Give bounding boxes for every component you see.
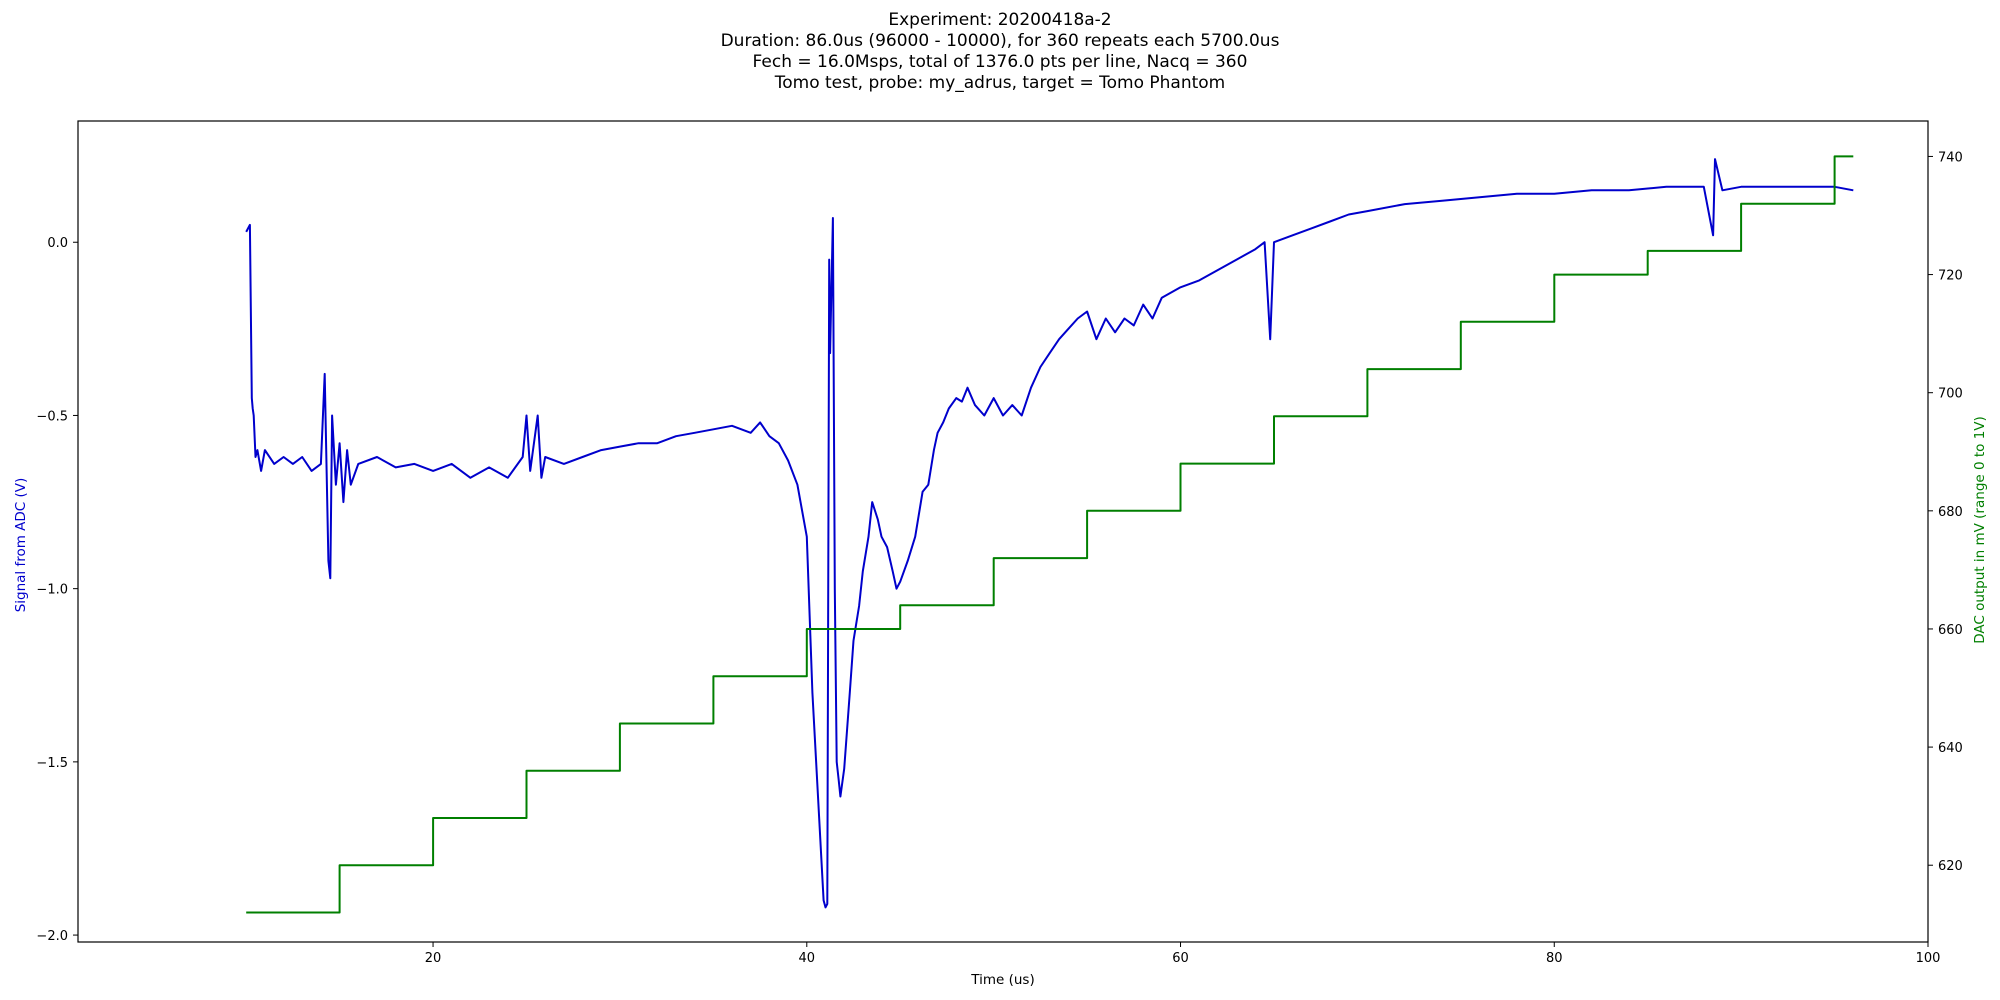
right-y-tick-label: 720 — [1938, 269, 1963, 284]
dac-output-series-line — [246, 155, 1854, 914]
left-y-axis-label: Signal from ADC (V) — [13, 478, 29, 613]
right-y-tick-label: 680 — [1938, 505, 1963, 520]
series-layer — [245, 155, 1854, 914]
right-y-tick-label: 740 — [1938, 150, 1963, 165]
left-y-axis-ticks: 0.0 −0.5 −1.0 −1.5 −2.0 — [36, 236, 78, 944]
left-y-tick-label: −2.0 — [36, 929, 68, 944]
plot-frame — [77, 120, 1929, 943]
x-tick-label: 20 — [425, 951, 442, 966]
chart-title-block: Experiment: 20200418a-2 Duration: 86.0us… — [0, 10, 2000, 94]
left-y-tick-label: −1.5 — [36, 756, 68, 771]
right-y-axis-ticks: 620 640 660 680 700 720 740 — [1928, 150, 1963, 874]
x-tick-label: 60 — [1172, 951, 1189, 966]
x-tick-label: 100 — [1916, 951, 1941, 966]
x-tick-label: 80 — [1546, 951, 1563, 966]
x-tick-label: 40 — [799, 951, 816, 966]
right-y-tick-label: 660 — [1938, 623, 1963, 638]
chart-title-line-4: Tomo test, probe: my_adrus, target = Tom… — [774, 73, 1226, 93]
right-y-axis-label: DAC output in mV (range 0 to 1V) — [1972, 416, 1988, 644]
left-y-tick-label: −1.0 — [36, 583, 68, 598]
chart-title-line-2: Duration: 86.0us (96000 - 10000), for 36… — [720, 31, 1280, 51]
left-y-tick-label: −0.5 — [36, 409, 68, 424]
right-y-tick-label: 640 — [1938, 741, 1963, 756]
x-axis-ticks: 20 40 60 80 100 — [425, 942, 1941, 966]
right-y-tick-label: 620 — [1938, 859, 1963, 874]
right-y-tick-label: 700 — [1938, 387, 1963, 402]
adc-signal-series-line — [245, 158, 1854, 909]
x-axis-label: Time (us) — [970, 972, 1034, 988]
chart-title-line-3: Fech = 16.0Msps, total of 1376.0 pts per… — [752, 52, 1248, 72]
chart-title-line-1: Experiment: 20200418a-2 — [888, 10, 1112, 30]
left-y-tick-label: 0.0 — [47, 236, 68, 251]
